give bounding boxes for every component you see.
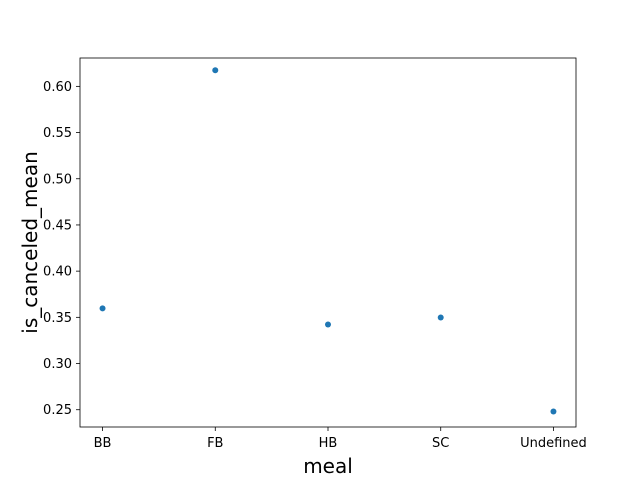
y-axis-label: is_canceled_mean [18,151,42,333]
x-tick-label: HB [319,436,338,451]
plot-frame [79,57,577,428]
y-tick-label: 0.50 [43,172,72,187]
x-axis-label: meal [303,454,353,478]
x-tick-label: Undefined [520,436,587,451]
y-tick-label: 0.60 [43,80,72,95]
y-tick-label: 0.40 [43,265,72,280]
plot-area: BB FB HB SC Undefined 0.25 0.30 0.35 0.40 0.45 0.5… [43,67,587,451]
x-tick-label: SC [432,436,449,451]
y-tick-label: 0.45 [43,218,72,233]
x-tick-label: BB [94,436,112,451]
y-tick-label: 0.25 [43,403,72,418]
y-tick-label: 0.55 [43,126,72,141]
x-tick-label: FB [207,436,223,451]
y-tick-label: 0.35 [43,311,72,326]
data-point-fb [212,67,219,74]
y-tick-label: 0.30 [43,357,72,372]
data-point-sc [437,314,444,321]
data-point-hb [325,321,331,328]
data-point-undefined [550,408,557,415]
data-point-bb [99,305,106,312]
